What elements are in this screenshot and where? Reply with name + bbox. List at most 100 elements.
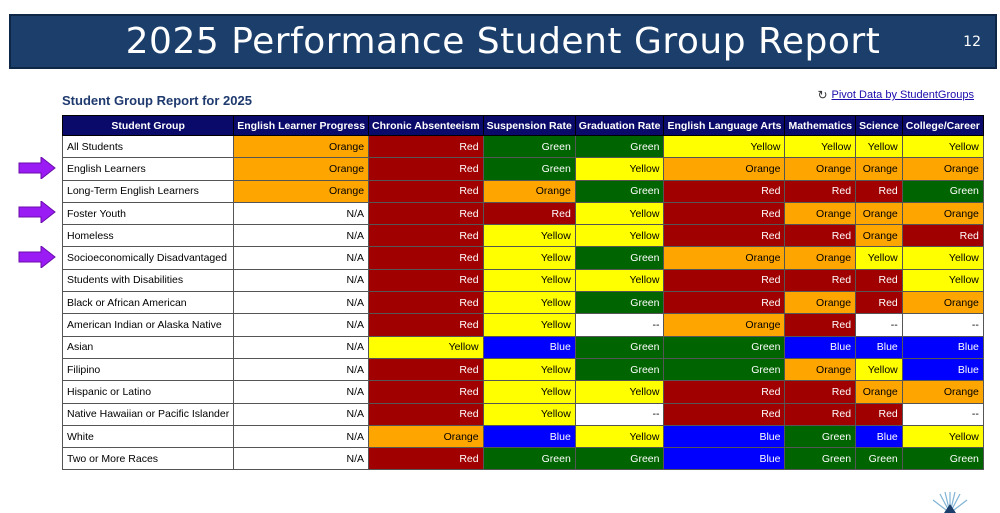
performance-cell: Yellow <box>482 268 576 293</box>
performance-cell: Red <box>663 224 786 248</box>
performance-cell: Yellow <box>574 201 665 226</box>
performance-cell: N/A <box>233 268 370 293</box>
performance-cell: Yellow <box>784 134 857 159</box>
performance-cell: N/A <box>233 201 370 226</box>
performance-cell: Red <box>784 313 857 337</box>
performance-cell: N/A <box>233 402 370 426</box>
performance-cell: Orange <box>784 157 857 181</box>
performance-cell: Red <box>784 224 857 248</box>
table-row: Socioeconomically Disadvantaged N/A Red Yel… <box>61 246 984 270</box>
student-group-cell: Socioeconomically Disadvantaged <box>61 246 235 270</box>
arrow-icon <box>18 157 56 179</box>
performance-cell: Yellow <box>855 134 903 159</box>
performance-cell: Green <box>784 447 857 471</box>
performance-cell: Orange <box>784 291 857 315</box>
performance-cell: Orange <box>901 380 984 404</box>
table-row: Foster Youth N/A Red Red Yellow Red Orange Oran… <box>61 201 984 226</box>
performance-cell: Green <box>574 335 665 359</box>
table-row: Hispanic or Latino N/A Red Yellow Yellow Red R… <box>61 380 984 404</box>
performance-cell: Green <box>574 134 665 159</box>
table-header-row: Student Group English Learner Progress Chr… <box>61 115 984 136</box>
performance-cell: Red <box>368 201 484 226</box>
student-group-cell: American Indian or Alaska Native <box>61 313 235 337</box>
student-group-cell: Long-Term English Learners <box>61 179 235 203</box>
pivot-data-link[interactable]: Pivot Data by StudentGroups <box>831 89 974 101</box>
page-number: 12 <box>963 34 981 50</box>
title-bar: 2025 Performance Student Group Report 12 <box>9 14 997 69</box>
performance-cell: Red <box>368 179 484 203</box>
performance-cell: N/A <box>233 380 370 404</box>
performance-cell: Green <box>663 335 786 359</box>
table-row: Students with Disabilities N/A Red Yellow Ye… <box>61 268 984 293</box>
table-row: Long-Term English Learners Orange Red Orang… <box>61 179 984 203</box>
performance-cell: Green <box>901 447 984 471</box>
performance-cell: Red <box>368 447 484 471</box>
performance-cell: Orange <box>233 157 370 181</box>
performance-cell: Red <box>663 380 786 404</box>
performance-cell: Blue <box>855 335 903 359</box>
arrow-icon <box>18 201 56 223</box>
performance-cell: Green <box>574 447 665 471</box>
performance-cell: Yellow <box>663 134 786 159</box>
student-group-cell: Hispanic or Latino <box>61 380 235 404</box>
student-group-cell: Asian <box>61 335 235 359</box>
performance-cell: Blue <box>855 424 903 449</box>
performance-cell: Red <box>368 268 484 293</box>
performance-cell: Red <box>855 268 903 293</box>
performance-cell: Red <box>855 402 903 426</box>
table-row: All Students Orange Red Green Green Yellow Yel… <box>61 134 984 159</box>
student-group-cell: Students with Disabilities <box>61 268 235 293</box>
performance-cell: Red <box>368 134 484 159</box>
performance-cell: Blue <box>663 447 786 471</box>
performance-cell: Blue <box>784 335 857 359</box>
performance-cell: Red <box>663 201 786 226</box>
performance-cell: -- <box>901 402 984 426</box>
performance-cell: Orange <box>233 134 370 159</box>
performance-cell: Orange <box>901 157 984 181</box>
performance-cell: -- <box>574 313 665 337</box>
performance-cell: Blue <box>901 335 984 359</box>
performance-cell: Red <box>901 224 984 248</box>
slide-title: 2025 Performance Student Group Report <box>125 21 881 62</box>
student-group-cell: Homeless <box>61 224 235 248</box>
performance-cell: Yellow <box>901 424 984 449</box>
performance-cell: Green <box>784 424 857 449</box>
performance-cell: N/A <box>233 291 370 315</box>
performance-cell: N/A <box>233 335 370 359</box>
performance-cell: Red <box>368 380 484 404</box>
column-header: Science <box>855 115 903 136</box>
student-group-cell: Native Hawaiian or Pacific Islander <box>61 402 235 426</box>
performance-cell: N/A <box>233 224 370 248</box>
table-row: Two or More Races N/A Red Green Green Blue Gre… <box>61 447 984 471</box>
column-header: Suspension Rate <box>482 115 576 136</box>
performance-cell: N/A <box>233 447 370 471</box>
performance-cell: Green <box>482 134 576 159</box>
column-header: College/Career <box>901 115 984 136</box>
performance-cell: Red <box>663 402 786 426</box>
performance-cell: Red <box>368 313 484 337</box>
performance-cell: -- <box>574 402 665 426</box>
performance-cell: Red <box>784 402 857 426</box>
performance-cell: Red <box>784 179 857 203</box>
performance-cell: Yellow <box>482 402 576 426</box>
table-row: English Learners Orange Red Green Yellow Oran… <box>61 157 984 181</box>
table-row: Native Hawaiian or Pacific Islander N/A Re… <box>61 402 984 426</box>
performance-cell: Yellow <box>855 357 903 382</box>
performance-cell: Orange <box>855 380 903 404</box>
performance-cell: Yellow <box>574 268 665 293</box>
performance-cell: Yellow <box>482 357 576 382</box>
performance-cell: Orange <box>855 157 903 181</box>
performance-cell: Yellow <box>574 157 665 181</box>
performance-cell: Orange <box>784 201 857 226</box>
performance-cell: Orange <box>482 179 576 203</box>
refresh-icon[interactable]: ↻ <box>817 88 828 102</box>
performance-cell: Red <box>368 224 484 248</box>
performance-cell: Yellow <box>901 134 984 159</box>
performance-cell: Red <box>855 179 903 203</box>
performance-cell: Red <box>855 291 903 315</box>
performance-cell: Red <box>368 291 484 315</box>
performance-cell: Orange <box>663 313 786 337</box>
column-header: Mathematics <box>784 115 857 136</box>
performance-cell: Yellow <box>482 291 576 315</box>
performance-cell: Red <box>368 402 484 426</box>
